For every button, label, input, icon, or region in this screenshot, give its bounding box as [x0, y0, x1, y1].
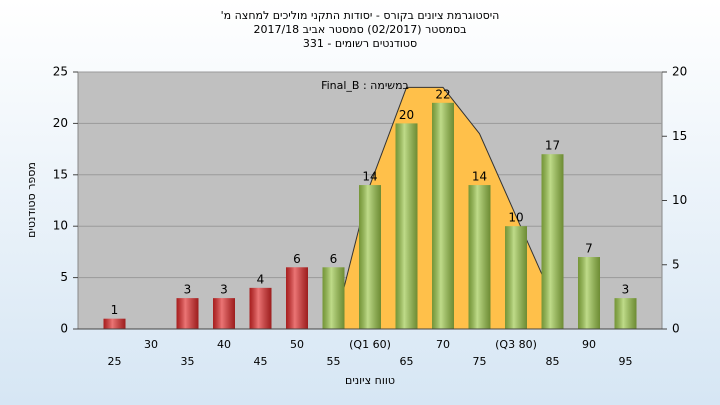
data-label: 4 [257, 272, 265, 286]
data-label: 1 [111, 303, 119, 317]
title-line: בסמסטר (02/2017) סמסטר אביב 2017/18 [253, 23, 466, 36]
bar-shine [249, 287, 272, 329]
title-line: היסטוגרמת ציונים בקורס - יסודות התקני מו… [221, 9, 500, 22]
y-tick-label: 10 [53, 219, 68, 233]
bar-shine [213, 298, 235, 329]
bar-shine [322, 267, 345, 329]
bar-shine [395, 123, 418, 330]
y2-tick-label: 5 [672, 257, 680, 271]
bar-shine [614, 298, 637, 329]
x-tick-label: 40 [217, 338, 231, 351]
y-tick-label: 0 [60, 322, 68, 336]
x-tick-label: (Q3 80) [495, 338, 537, 351]
data-label: 6 [293, 252, 301, 266]
bar-shine [103, 318, 126, 329]
data-label: 3 [622, 283, 630, 297]
x-tick-label: 45 [254, 355, 268, 368]
x-tick-label: 55 [327, 355, 341, 368]
y-tick-label: 20 [53, 116, 68, 130]
x-tick-label: 70 [436, 338, 450, 351]
bar-shine [468, 185, 491, 329]
data-label: 17 [545, 139, 560, 153]
data-label: 3 [184, 283, 192, 297]
bar-shine [286, 267, 308, 329]
y-tick-label: 15 [53, 167, 68, 181]
x-tick-label: 25 [108, 355, 122, 368]
x-tick-label: 90 [582, 338, 596, 351]
y-tick-label: 25 [53, 65, 68, 79]
bar-shine [359, 185, 381, 329]
data-label: 22 [435, 87, 450, 101]
x-tick-label: 75 [473, 355, 487, 368]
bar-shine [176, 298, 199, 329]
x-tick-label: 65 [400, 355, 414, 368]
y2-tick-label: 15 [672, 129, 687, 143]
bar-shine [578, 257, 600, 329]
data-label: 14 [472, 170, 487, 184]
x-tick-label: 95 [619, 355, 633, 368]
data-label: 6 [330, 252, 338, 266]
x-tick-label: 85 [546, 355, 560, 368]
x-tick-label: (Q1 60) [349, 338, 391, 351]
title-line: סטודנטים רשומים - 331 [303, 37, 417, 50]
x-tick-label: 50 [290, 338, 304, 351]
data-label: 10 [508, 211, 523, 225]
y-axis-label: מספר סטודנטים [25, 162, 38, 238]
y2-tick-label: 10 [672, 193, 687, 207]
data-label: 7 [585, 242, 593, 256]
x-axis-label: טווח ציונים [345, 374, 395, 387]
x-tick-label: 35 [181, 355, 195, 368]
annotation: Final_B : במשימה [321, 79, 409, 92]
x-tick-label: 30 [144, 338, 158, 351]
data-label: 3 [220, 283, 228, 297]
y2-tick-label: 0 [672, 322, 680, 336]
y2-tick-label: 20 [672, 65, 687, 79]
bar-shine [505, 226, 527, 329]
y-tick-label: 5 [60, 270, 68, 284]
data-label: 20 [399, 108, 414, 122]
bar-shine [541, 154, 564, 329]
data-label: 14 [362, 170, 377, 184]
bar-shine [432, 102, 454, 329]
